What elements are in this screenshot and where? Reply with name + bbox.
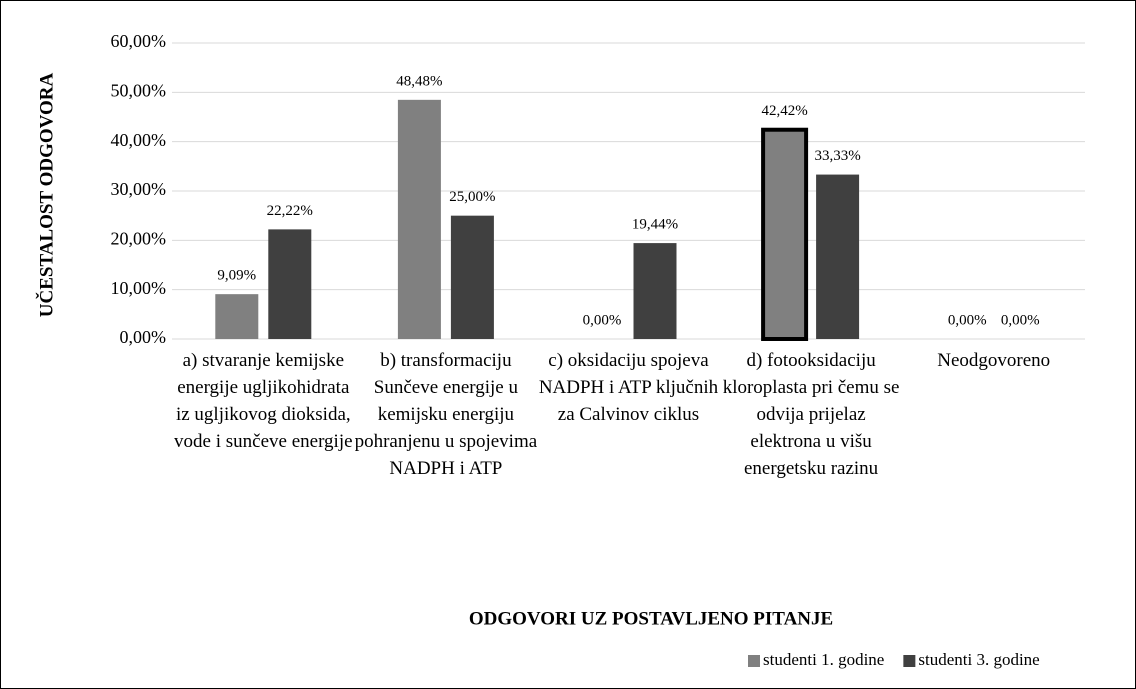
data-label: 0,00% xyxy=(583,312,622,328)
bar xyxy=(268,229,312,339)
x-tick-label-box: d) fotooksidaciju kloroplasta pri čemu s… xyxy=(722,350,900,479)
data-label: 48,48% xyxy=(396,73,442,89)
x-tick-label-box: a) stvaranje kemijske energije ugljikohi… xyxy=(174,350,353,452)
data-label: 19,44% xyxy=(632,217,678,233)
y-tick-label: 10,00% xyxy=(111,278,167,298)
y-tick-label: 40,00% xyxy=(111,130,167,150)
y-tick-label: 60,00% xyxy=(111,31,167,51)
x-tick-label-box: b) transformaciju Sunčeve energije u kem… xyxy=(354,350,538,479)
legend-swatch xyxy=(903,655,916,667)
x-tick-label-box: c) oksidaciju spojeva NADPH i ATP ključn… xyxy=(538,350,719,425)
x-tick-label: Neodgovoreno xyxy=(937,350,1051,371)
y-tick-label: 0,00% xyxy=(120,327,167,347)
legend-swatch xyxy=(748,655,760,667)
bar xyxy=(816,174,860,339)
legend-label: studenti 1. godine xyxy=(763,650,884,669)
x-axis-title: ODGOVORI UZ POSTAVLJENO PITANJE xyxy=(469,608,833,629)
bar xyxy=(215,294,259,339)
x-tick-label: a) stvaranje kemijske energije ugljikohi… xyxy=(174,350,353,452)
bar xyxy=(761,127,809,341)
data-label: 42,42% xyxy=(761,103,807,119)
data-label: 25,00% xyxy=(449,189,495,205)
y-tick-label: 50,00% xyxy=(111,80,167,100)
x-tick-label: d) fotooksidaciju kloroplasta pri čemu s… xyxy=(722,350,900,479)
y-tick-label: 30,00% xyxy=(111,179,167,199)
x-tick-label: c) oksidaciju spojeva NADPH i ATP ključn… xyxy=(538,350,719,425)
x-tick-label-box: Neodgovoreno xyxy=(937,350,1051,371)
bar xyxy=(450,215,494,339)
data-label: 33,33% xyxy=(814,148,860,164)
y-axis-title: UČESTALOST ODGOVORA xyxy=(35,73,57,318)
bar xyxy=(397,99,441,339)
data-label: 22,22% xyxy=(267,203,313,219)
x-tick-label: b) transformaciju Sunčeve energije u kem… xyxy=(354,350,538,479)
data-label: 0,00% xyxy=(1001,312,1040,328)
y-tick-label: 20,00% xyxy=(111,228,167,248)
data-label: 0,00% xyxy=(948,312,987,328)
legend-label: studenti 3. godine xyxy=(918,650,1039,669)
data-label: 9,09% xyxy=(217,268,256,284)
bar xyxy=(633,243,677,339)
